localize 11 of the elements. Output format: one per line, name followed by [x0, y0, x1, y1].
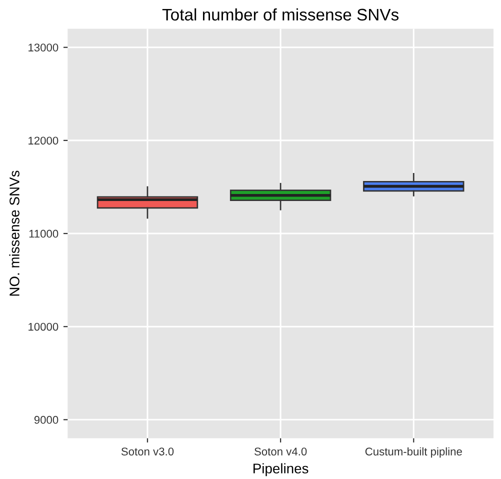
x-axis-title: Pipelines [254, 463, 308, 476]
chart-title: Total number of missense SNVs [162, 8, 399, 21]
y-axis-title: NO. missense SNVs [9, 170, 20, 296]
x-tick-label: Soton v4.0 [254, 448, 307, 456]
x-tick-label: Custum-built pipline [365, 447, 462, 458]
y-tick-label: 9000 [34, 416, 58, 424]
x-tick-label: Soton v3.0 [121, 448, 174, 456]
y-tick-label: 10000 [28, 322, 58, 331]
y-tick-label: 12000 [28, 136, 58, 145]
y-tick-label: 11000 [29, 230, 58, 238]
y-tick-label: 13000 [28, 44, 58, 52]
